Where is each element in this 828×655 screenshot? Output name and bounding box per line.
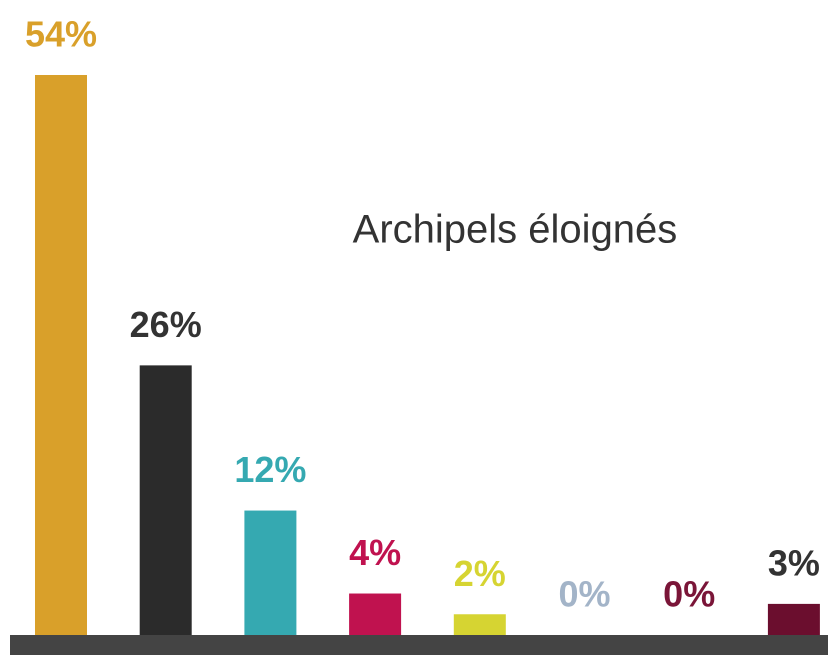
bar bbox=[35, 75, 87, 635]
value-label: 12% bbox=[234, 449, 306, 490]
value-label: 26% bbox=[130, 304, 202, 345]
bar bbox=[453, 614, 506, 635]
value-label: 0% bbox=[558, 574, 610, 615]
chart-title: Archipels éloignés bbox=[353, 208, 678, 252]
value-label: 2% bbox=[454, 553, 506, 594]
bar bbox=[139, 365, 192, 635]
baseline-bar bbox=[10, 635, 828, 655]
value-label: 3% bbox=[768, 542, 820, 583]
bar bbox=[244, 510, 297, 635]
bar bbox=[349, 593, 402, 635]
value-label: 0% bbox=[663, 574, 715, 615]
value-label: 54% bbox=[25, 14, 97, 55]
value-label: 4% bbox=[349, 532, 401, 573]
bar bbox=[767, 603, 820, 635]
